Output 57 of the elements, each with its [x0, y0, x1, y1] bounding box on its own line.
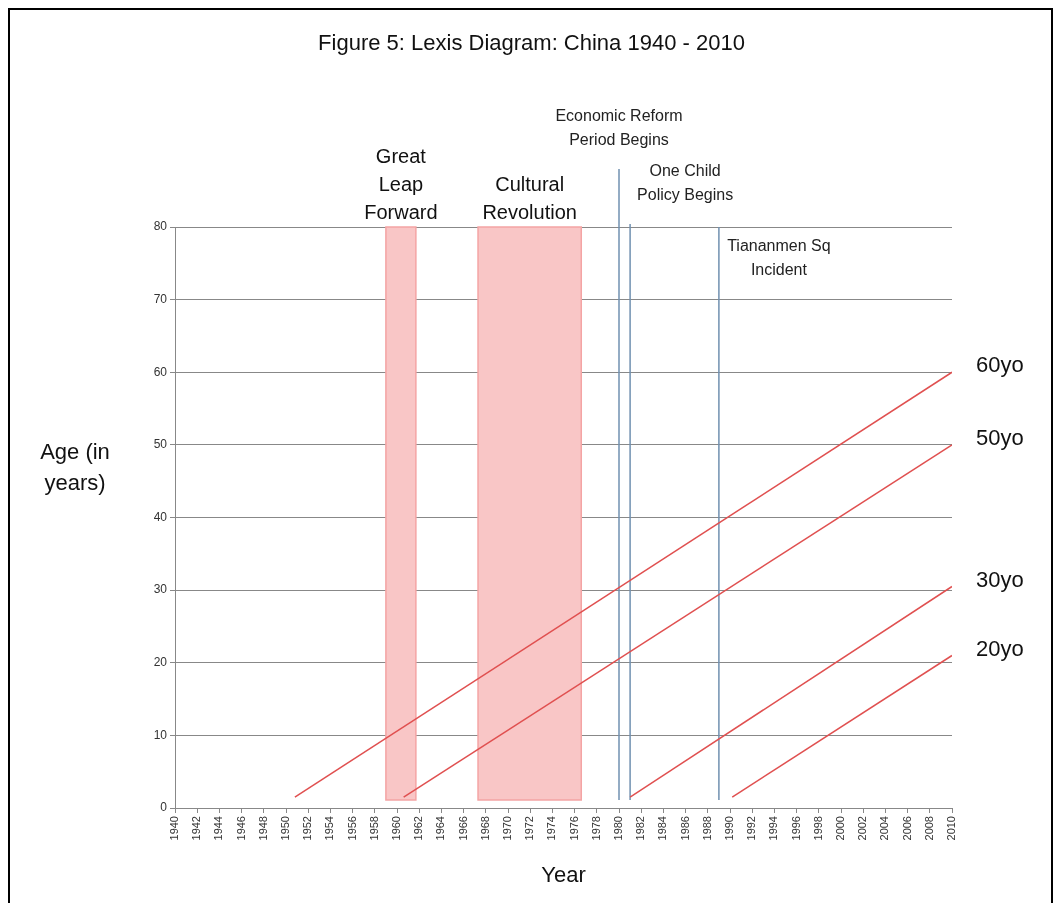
series-label: 50yo [976, 424, 1024, 450]
x-tick-label: 1962 [412, 816, 425, 841]
y-tick-label: 0 [160, 800, 168, 815]
y-tick-label: 40 [153, 509, 168, 524]
x-tick-label: 2000 [834, 816, 847, 841]
x-tick-label: 1960 [390, 816, 403, 841]
x-tick-label: 1950 [279, 816, 292, 841]
x-tick-label: 1970 [501, 816, 514, 841]
x-tick-label: 1988 [700, 816, 713, 841]
x-tick-label: 1998 [811, 816, 824, 841]
x-tick-label: 1986 [678, 816, 691, 841]
x-tick-label: 1984 [656, 816, 669, 841]
ref-line-label: Tiananmen Sq Incident [727, 237, 831, 279]
x-tick-label: 1976 [567, 816, 580, 841]
x-tick-label: 1980 [612, 816, 625, 841]
y-tick-label: 60 [153, 364, 168, 379]
x-tick-label: 1974 [545, 816, 558, 841]
x-axis-title: Year [540, 862, 587, 888]
x-tick-label: 2002 [856, 816, 869, 841]
y-tick-label: 50 [153, 437, 168, 452]
y-tick-label: 80 [153, 219, 168, 234]
x-tick-label: 1946 [234, 816, 247, 841]
x-tick-label: 2004 [878, 816, 891, 841]
x-tick-label: 1996 [789, 816, 802, 841]
y-tick-label: 30 [153, 582, 168, 597]
x-tick-label: 1990 [723, 816, 736, 841]
ref-line-label: One Child Policy Begins [637, 162, 734, 204]
x-tick-label: 1942 [190, 816, 203, 841]
x-tick-label: 1972 [523, 816, 536, 841]
x-tick-label: 1948 [256, 816, 269, 841]
band-label: Great Leap Forward [364, 144, 438, 223]
chart-title: Figure 5: Lexis Diagram: China 1940 - 2010 [317, 30, 746, 56]
x-tick-label: 2010 [945, 816, 958, 841]
x-tick-label: 1992 [745, 816, 758, 841]
x-tick-label: 1958 [367, 816, 380, 841]
x-tick-label: 1994 [767, 816, 780, 841]
series-label: 60yo [976, 352, 1024, 378]
x-tick-label: 1944 [212, 816, 225, 841]
ref-line-label: Economic Reform Period Begins [555, 107, 683, 149]
x-tick-label: 1940 [168, 816, 181, 841]
x-tick-label: 1956 [345, 816, 358, 841]
x-tick-label: 2008 [922, 816, 935, 841]
band-label: Cultural Revolution [482, 172, 577, 223]
y-axis-title: Age (in years) [39, 438, 111, 497]
y-tick-label: 10 [153, 727, 168, 742]
x-tick-label: 1952 [301, 816, 314, 841]
x-tick-label: 1968 [478, 816, 491, 841]
x-tick-label: 1954 [323, 816, 336, 841]
series-label: 30yo [976, 566, 1024, 592]
x-tick-label: 1964 [434, 816, 447, 841]
x-tick-label: 2006 [900, 816, 913, 841]
x-tick-label: 1982 [634, 816, 647, 841]
y-tick-label: 20 [153, 655, 168, 670]
x-tick-label: 1966 [456, 816, 469, 841]
x-tick-label: 1978 [589, 816, 602, 841]
series-label: 20yo [976, 635, 1024, 661]
y-tick-label: 70 [153, 291, 168, 306]
